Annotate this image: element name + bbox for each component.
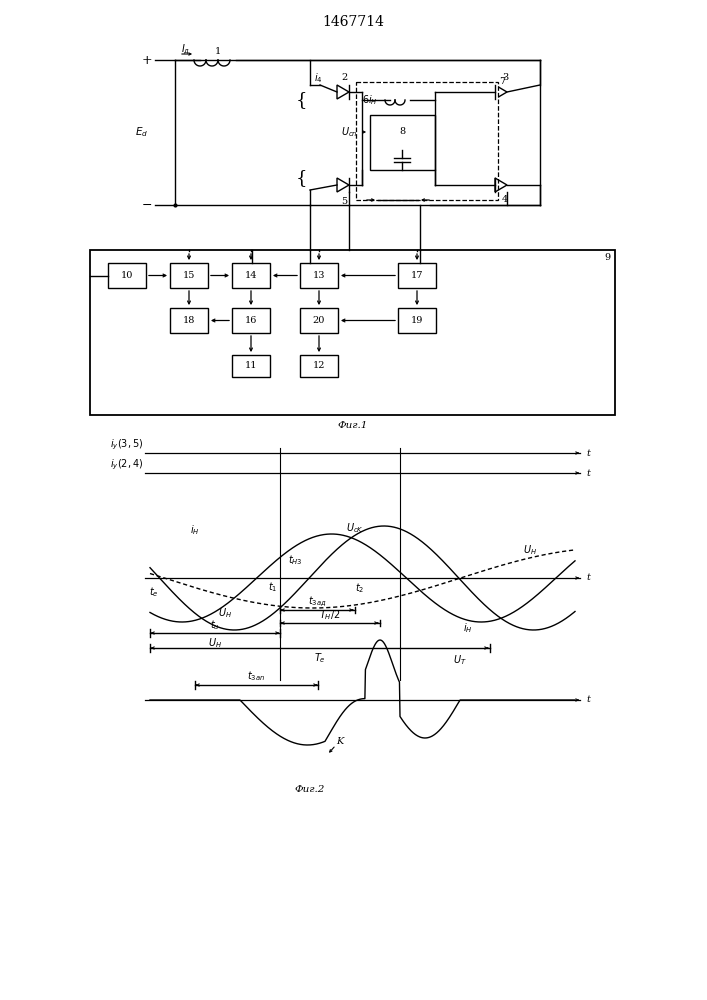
Bar xyxy=(108,263,146,288)
Bar xyxy=(370,115,435,170)
Text: $T_H/2$: $T_H/2$ xyxy=(320,608,341,622)
Text: $t_2$: $t_2$ xyxy=(356,581,365,595)
Text: 5: 5 xyxy=(341,196,347,206)
Text: 1: 1 xyxy=(215,46,221,55)
Text: 1467714: 1467714 xyxy=(322,15,384,29)
Text: $i_y(2,4)$: $i_y(2,4)$ xyxy=(110,458,143,472)
Text: $U_T$: $U_T$ xyxy=(453,653,467,667)
Text: $i_H$: $i_H$ xyxy=(463,621,473,635)
Text: $i_H$: $i_H$ xyxy=(190,523,200,537)
Text: $U_H$: $U_H$ xyxy=(523,543,537,557)
Text: $t_u$: $t_u$ xyxy=(210,618,220,632)
Text: $i_y(3,5)$: $i_y(3,5)$ xyxy=(110,438,143,452)
Text: t: t xyxy=(586,468,590,478)
Text: $E_d$: $E_d$ xyxy=(135,125,148,139)
Text: $t_1$: $t_1$ xyxy=(267,580,277,594)
Bar xyxy=(170,308,208,333)
Text: 18: 18 xyxy=(183,316,195,325)
Text: 4: 4 xyxy=(502,194,508,204)
Bar xyxy=(300,355,338,377)
Text: $t_e$: $t_e$ xyxy=(149,585,158,599)
Text: 13: 13 xyxy=(312,271,325,280)
Text: 16: 16 xyxy=(245,316,257,325)
Text: {: { xyxy=(296,91,307,109)
Text: +: + xyxy=(141,53,152,66)
Text: $U_H$: $U_H$ xyxy=(218,606,232,620)
Text: t: t xyxy=(586,448,590,458)
Text: {: { xyxy=(296,169,307,187)
Text: Фиг.2: Фиг.2 xyxy=(295,786,325,794)
Text: 20: 20 xyxy=(312,316,325,325)
Bar xyxy=(90,250,615,415)
Text: 2: 2 xyxy=(341,74,347,83)
Text: $t_{3an}$: $t_{3an}$ xyxy=(247,669,266,683)
Bar xyxy=(300,263,338,288)
Text: $6i_H$: $6i_H$ xyxy=(362,93,378,107)
Bar xyxy=(232,308,270,333)
Text: t: t xyxy=(586,574,590,582)
Text: −: − xyxy=(141,198,152,212)
Bar xyxy=(398,308,436,333)
Text: 10: 10 xyxy=(121,271,133,280)
Text: 14: 14 xyxy=(245,271,257,280)
Bar xyxy=(398,263,436,288)
Bar xyxy=(232,355,270,377)
Text: $U_H$: $U_H$ xyxy=(208,636,222,650)
Text: 9: 9 xyxy=(604,253,610,262)
Bar xyxy=(356,82,498,200)
Text: $U_{cK}$: $U_{cK}$ xyxy=(346,521,364,535)
Text: Фиг.1: Фиг.1 xyxy=(338,420,368,430)
Text: 7: 7 xyxy=(499,78,505,87)
Text: 12: 12 xyxy=(312,361,325,370)
Text: $U_{cn}$: $U_{cn}$ xyxy=(341,125,358,139)
Text: 8: 8 xyxy=(399,127,405,136)
Text: 11: 11 xyxy=(245,361,257,370)
Text: $i_4$: $i_4$ xyxy=(314,71,322,85)
Text: 15: 15 xyxy=(183,271,195,280)
Text: 17: 17 xyxy=(411,271,423,280)
Text: t: t xyxy=(586,696,590,704)
Bar xyxy=(300,308,338,333)
Bar xyxy=(170,263,208,288)
Text: $t_{H3}$: $t_{H3}$ xyxy=(288,553,303,567)
Bar xyxy=(232,263,270,288)
Text: 19: 19 xyxy=(411,316,423,325)
Text: 3: 3 xyxy=(502,74,508,83)
Text: $I_д$: $I_д$ xyxy=(182,43,191,57)
Text: K: K xyxy=(337,738,344,746)
Text: $T_e$: $T_e$ xyxy=(314,651,326,665)
Text: $t_{3aд}$: $t_{3aд}$ xyxy=(308,595,327,609)
